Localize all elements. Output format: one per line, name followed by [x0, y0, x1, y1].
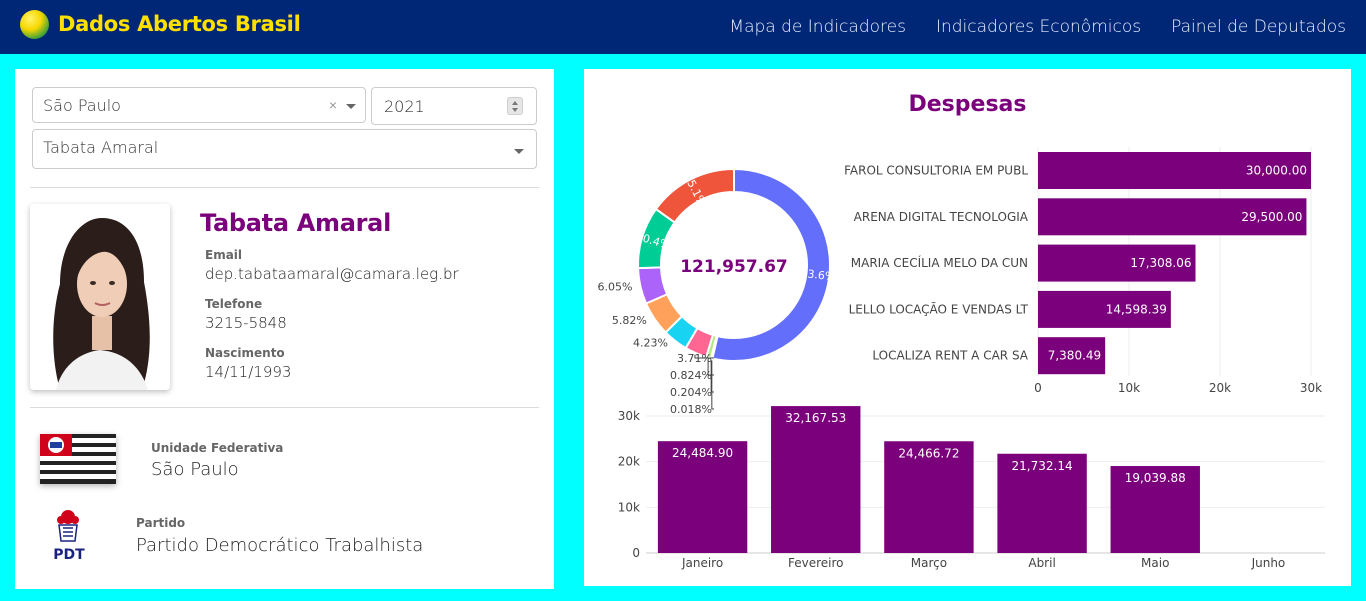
nav-links: Mapa de Indicadores Indicadores Econômic…	[699, 0, 1346, 54]
deputy-portrait-image	[30, 204, 170, 390]
year-input[interactable]: 2021	[371, 87, 537, 125]
nav-link-indicadores-economicos[interactable]: Indicadores Econômicos	[935, 17, 1142, 37]
vbar-value-label: 24,484.90	[672, 446, 733, 460]
donut-outside-label: 0.018%	[670, 403, 712, 416]
donut-leader-line	[711, 360, 714, 410]
donut-slice	[654, 167, 735, 224]
vbar-bar	[884, 441, 974, 553]
vbar-bar	[997, 453, 1087, 553]
pdt-party-logo-icon: PDT	[47, 509, 91, 563]
donut-leader-line	[707, 359, 714, 376]
email-value: dep.tabataamaral@camara.leg.br	[205, 265, 459, 283]
vbar-value-label: 19,039.88	[1125, 471, 1186, 485]
vbar-bar	[657, 441, 748, 553]
hbar-value-label: 7,380.49	[1048, 349, 1101, 363]
vbar-bar	[1110, 466, 1200, 553]
hbar-bar	[1038, 198, 1307, 236]
deputy-photo	[30, 204, 170, 390]
hbar-x-tick-label: 0	[1034, 381, 1042, 395]
vbar-category-label: Junho	[1251, 556, 1286, 570]
vbar-value-label: 21,732.14	[1012, 459, 1073, 473]
brand-title: Dados Abertos Brasil	[58, 12, 301, 36]
brazil-globe-icon	[20, 9, 49, 39]
deputy-select[interactable]: Tabata Amaral	[32, 129, 537, 169]
donut-leader-line	[710, 360, 714, 393]
donut-center-total: 121,957.67	[680, 257, 788, 277]
vbar-category-label: Fevereiro	[788, 556, 844, 570]
hbar-value-label: 14,598.39	[1106, 302, 1167, 316]
hbar-bar	[1038, 290, 1171, 328]
phone-value: 3215-5848	[205, 314, 287, 332]
vbar-category-label: Março	[911, 556, 947, 570]
uf-label: Unidade Federativa	[151, 441, 284, 455]
hbar-x-tick-label: 30k	[1300, 381, 1322, 395]
vbar-y-tick-label: 30k	[618, 409, 640, 423]
vbar-y-tick-label: 10k	[618, 500, 640, 514]
hbar-category-label: ARENA DIGITAL TECNOLOGIA	[854, 210, 1029, 224]
donut-outside-label: 0.204%	[670, 386, 712, 399]
hbar-x-tick-label: 10k	[1118, 381, 1140, 395]
donut-outside-label: 4.23%	[633, 336, 668, 349]
vbar-category-label: Maio	[1141, 556, 1169, 570]
despesas-card: Despesas 53.6% 10.4% 15.1% 0.018% 0.204% 0.82…	[584, 69, 1351, 586]
donut-outside-label: 6.05%	[597, 281, 632, 294]
navbar: Dados Abertos Brasil Mapa de Indicadores…	[0, 0, 1366, 54]
nav-link-mapa-indicadores[interactable]: Mapa de Indicadores	[729, 17, 906, 37]
deputy-profile-card: São Paulo × 2021 Tabata Amaral Tabata Am…	[15, 69, 554, 589]
email-label: Email	[205, 248, 243, 262]
clear-icon[interactable]: ×	[328, 97, 337, 113]
hbar-value-label: 17,308.06	[1130, 256, 1191, 270]
vbar-category-label: Janeiro	[681, 556, 723, 570]
pdt-logo-text: PDT	[53, 547, 85, 561]
party-label: Partido	[136, 516, 186, 530]
spinner-down-icon[interactable]	[512, 108, 518, 112]
deputy-select-value: Tabata Amaral	[43, 138, 159, 157]
brand[interactable]: Dados Abertos Brasil	[20, 8, 301, 40]
donut-slice	[711, 167, 831, 362]
hbar-category-label: LOCALIZA RENT A CAR SA	[872, 349, 1028, 363]
chevron-down-icon[interactable]	[514, 149, 524, 154]
vbar-value-label: 32,167.53	[785, 411, 846, 425]
hbar-bar	[1038, 244, 1196, 282]
uf-value: São Paulo	[151, 459, 239, 480]
vbar-category-label: Abril	[1028, 556, 1055, 570]
sao-paulo-flag-icon	[40, 434, 116, 484]
hbar-bar	[1038, 337, 1106, 375]
donut-leader-line	[694, 354, 714, 359]
spinner-up-icon[interactable]	[512, 101, 518, 105]
year-input-value: 2021	[384, 97, 425, 116]
hbar-category-label: MARIA CECÍLIA MELO DA CUN	[851, 255, 1028, 270]
vbar-y-tick-label: 0	[632, 546, 640, 560]
vbar-bar	[771, 406, 861, 553]
donut-slice-label: 53.6%	[800, 267, 836, 284]
vbar-y-tick-label: 20k	[618, 455, 640, 469]
despesas-title: Despesas	[908, 92, 1027, 117]
despesas-charts: 53.6%10.4%15.1%0.018%0.204%0.824%3.71%4.…	[597, 147, 1325, 570]
vbar-value-label: 24,466.72	[898, 446, 959, 460]
birth-label: Nascimento	[205, 346, 285, 360]
year-spinner-icon[interactable]	[507, 97, 523, 115]
divider	[30, 407, 539, 408]
birth-value: 14/11/1993	[205, 363, 292, 381]
phone-label: Telefone	[205, 297, 263, 311]
hbar-category-label: LELLO LOCAÇÃO E VENDAS LT	[849, 301, 1029, 316]
state-select-value: São Paulo	[43, 96, 121, 115]
deputy-name: Tabata Amaral	[200, 209, 392, 237]
divider	[30, 187, 539, 188]
nav-link-painel-deputados[interactable]: Painel de Deputados	[1171, 17, 1346, 37]
hbar-category-label: FAROL CONSULTORIA EM PUBL	[844, 164, 1028, 178]
hbar-value-label: 30,000.00	[1246, 164, 1307, 178]
donut-outside-label: 0.824%	[670, 369, 712, 382]
chevron-down-icon[interactable]	[346, 104, 356, 109]
hbar-bar	[1038, 152, 1311, 189]
hbar-x-tick-label: 20k	[1209, 381, 1231, 395]
hbar-value-label: 29,500.00	[1241, 210, 1302, 224]
donut-outside-label: 3.71%	[677, 352, 712, 365]
state-select[interactable]: São Paulo ×	[32, 87, 366, 123]
party-value: Partido Democrático Trabalhista	[136, 535, 424, 556]
donut-outside-label: 5.82%	[612, 314, 647, 327]
